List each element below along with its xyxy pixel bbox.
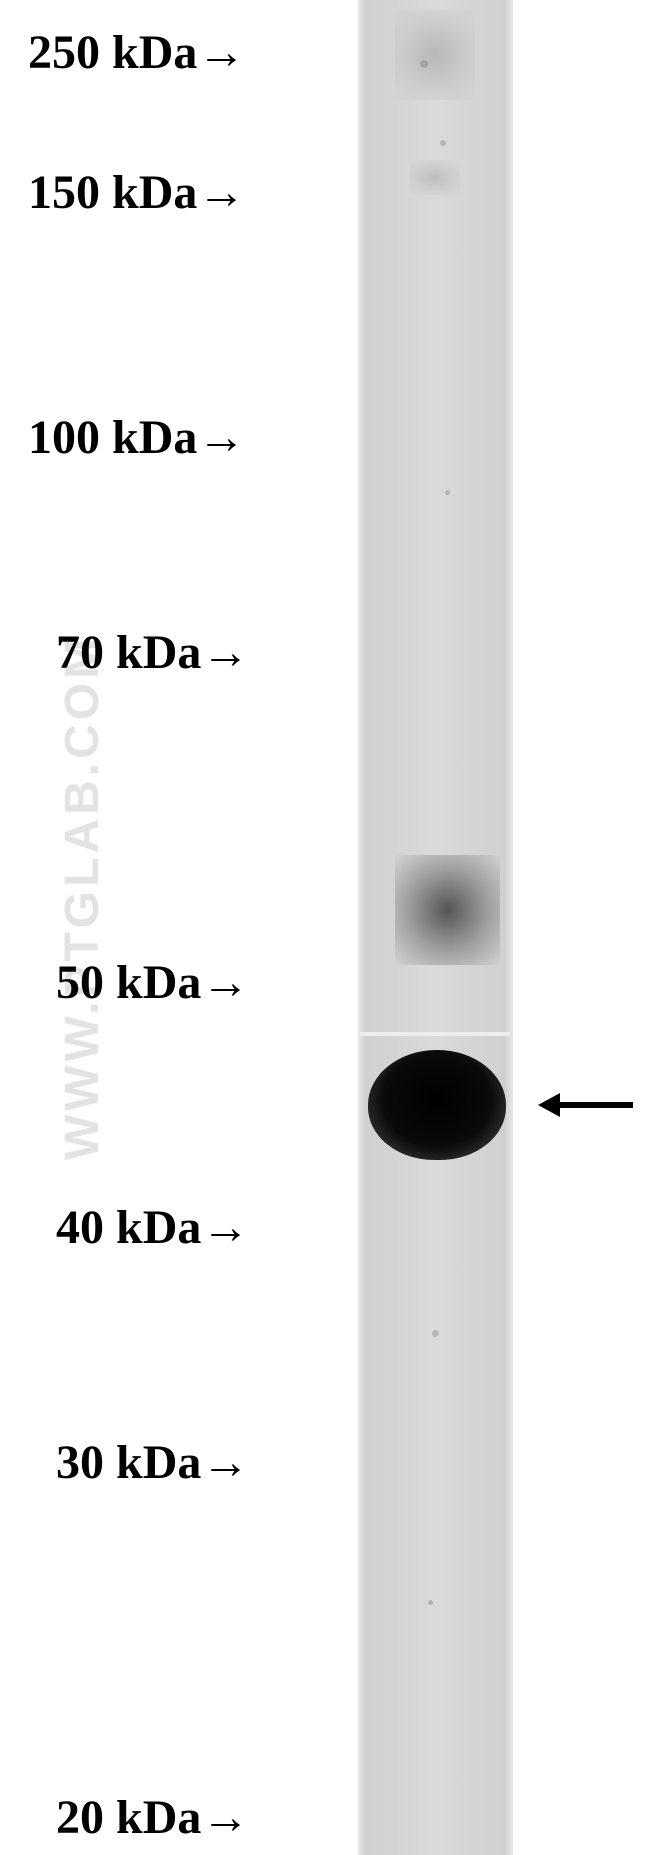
blot-band-main — [368, 1050, 506, 1160]
noise-spot — [440, 140, 446, 146]
noise-spot — [432, 1330, 439, 1337]
marker-label-150: 150 kDa→ — [28, 165, 245, 220]
marker-label-250: 250 kDa→ — [28, 25, 245, 80]
marker-label-20: 20 kDa→ — [56, 1790, 249, 1845]
marker-label-40: 40 kDa→ — [56, 1200, 249, 1255]
blot-smear-top-2 — [410, 160, 460, 195]
marker-label-70: 70 kDa→ — [56, 625, 249, 680]
blot-band-secondary — [395, 855, 500, 965]
noise-spot — [445, 490, 450, 495]
blot-smear-top-1 — [395, 10, 475, 100]
marker-label-30: 30 kDa→ — [56, 1435, 249, 1490]
marker-label-100: 100 kDa→ — [28, 410, 245, 465]
noise-spot — [428, 1600, 433, 1605]
noise-spot — [420, 60, 428, 68]
arrow-head — [538, 1093, 560, 1117]
arrow-shaft — [556, 1102, 633, 1108]
marker-label-50: 50 kDa→ — [56, 955, 249, 1010]
gel-artifact-line — [360, 1032, 510, 1036]
watermark-text: WWW.PTGLAB.COM — [55, 635, 110, 1160]
band-indicator-arrow — [538, 1095, 633, 1115]
